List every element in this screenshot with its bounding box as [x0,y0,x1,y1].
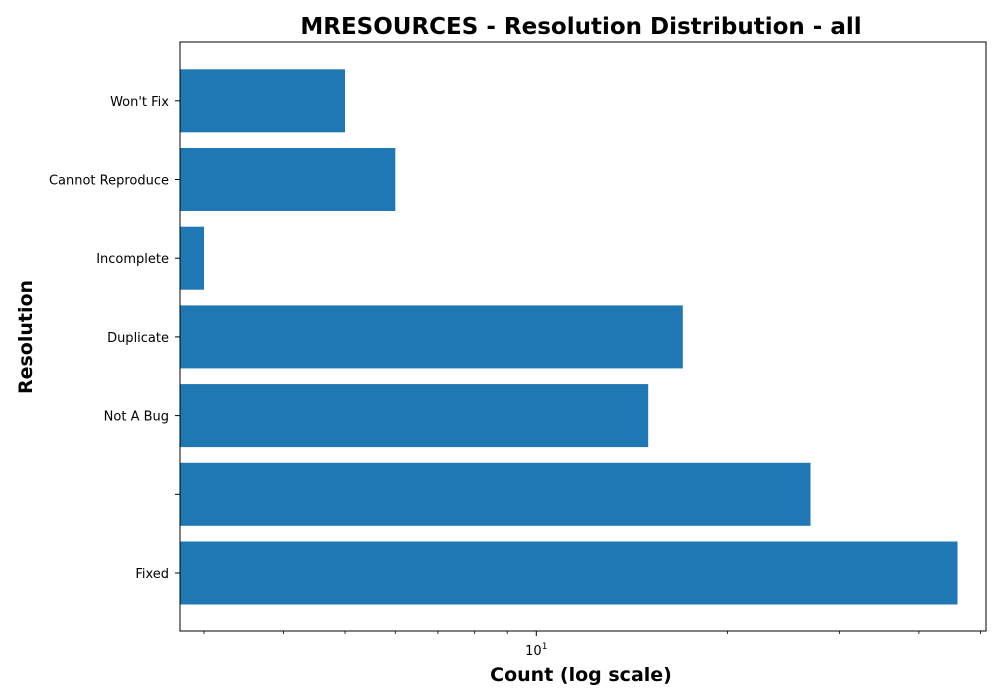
bars-group [180,69,958,605]
y-tick-label-incomplete: Incomplete [96,252,169,267]
x-tick-label: 101 [525,642,547,659]
bar-won-t-fix [180,69,345,133]
y-axis-ticks: Fixed Not A Bug Duplicate Incomplete Cannot … [49,95,180,582]
x-axis-label: Count (log scale) [490,664,672,686]
y-tick-label-duplicate: Duplicate [107,331,169,346]
bar-fixed [180,541,958,605]
y-axis-label: Resolution [15,280,37,394]
y-tick-label-fixed: Fixed [135,567,169,582]
plot-frame [179,41,987,632]
y-tick-label-cannot-reproduce: Cannot Reproduce [49,174,169,189]
bar-unlabeled [180,462,811,526]
bar-duplicate [180,305,683,369]
x-axis-ticks: 101 [203,631,981,659]
bar-incomplete [180,226,204,290]
bar-cannot-reproduce [180,148,396,211]
chart-title: MRESOURCES - Resolution Distribution - a… [300,14,861,40]
y-tick-label-won-t-fix: Won't Fix [110,95,169,110]
bar-not-a-bug [180,384,649,448]
y-tick-label-not-a-bug: Not A Bug [104,410,169,425]
